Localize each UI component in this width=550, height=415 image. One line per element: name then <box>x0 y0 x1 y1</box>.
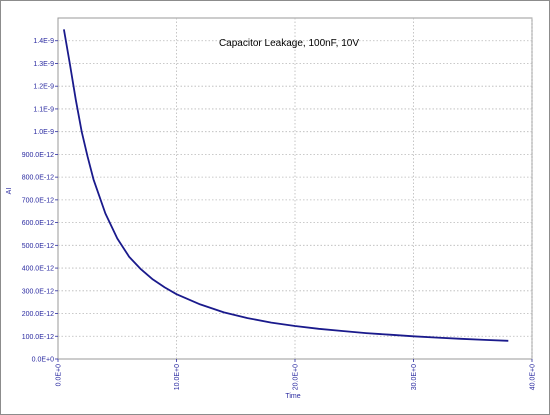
plot-area <box>57 17 533 360</box>
grid <box>58 18 533 359</box>
y-tick-label: 1.0E-9 <box>33 129 54 136</box>
y-tick-label: 400.0E-12 <box>22 266 54 273</box>
chart-title: Capacitor Leakage, 100nF, 10V <box>219 38 359 49</box>
y-tick-label: 800.0E-12 <box>22 175 54 182</box>
x-tick-label: 30.0E+0 <box>411 364 418 390</box>
x-tick-label: 10.0E+0 <box>174 364 181 390</box>
y-tick-label: 0.0E+0 <box>32 357 54 364</box>
y-tick-label: 600.0E-12 <box>22 220 54 227</box>
series-line <box>63 29 509 342</box>
y-tick-label: 1.4E-9 <box>33 38 54 45</box>
y-tick-label: 700.0E-12 <box>22 197 54 204</box>
x-tick-label: 0.0E+0 <box>56 364 63 386</box>
x-axis-title: Time <box>285 393 300 400</box>
axis-ticks: 0.0E+0 100.0E-12 200.0E-12 300.0E-12 400.0E-… <box>22 38 537 390</box>
y-tick-label: 1.2E-9 <box>33 84 54 91</box>
x-tick-label: 40.0E+0 <box>530 364 537 390</box>
y-axis-title: AI <box>6 188 13 195</box>
y-tick-label: 300.0E-12 <box>22 288 54 295</box>
y-tick-label: 1.3E-9 <box>33 61 54 68</box>
series-layer <box>63 29 509 342</box>
y-tick-label: 100.0E-12 <box>22 334 54 341</box>
y-tick-label: 200.0E-12 <box>22 311 54 318</box>
y-tick-label: 500.0E-12 <box>22 243 54 250</box>
y-tick-label: 1.1E-9 <box>33 106 54 113</box>
y-tick-label: 900.0E-12 <box>22 152 54 159</box>
x-tick-label: 20.0E+0 <box>293 364 300 390</box>
